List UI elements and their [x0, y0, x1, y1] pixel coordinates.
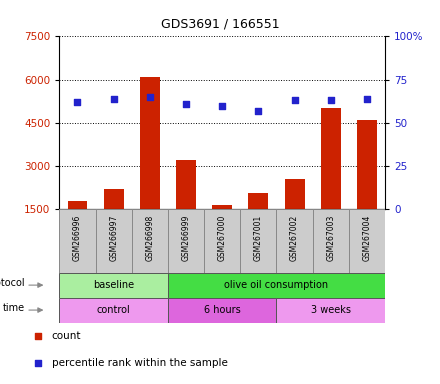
Bar	[212, 205, 232, 209]
Text: 3 weeks: 3 weeks	[311, 305, 351, 315]
Bar	[95, 209, 132, 273]
Bar	[313, 209, 349, 273]
Bar	[59, 273, 168, 298]
Point	[219, 103, 226, 109]
Bar	[168, 298, 276, 323]
Bar	[285, 179, 304, 209]
Bar	[321, 109, 341, 209]
Text: GSM267000: GSM267000	[218, 214, 227, 261]
Bar	[59, 209, 95, 273]
Bar	[276, 209, 313, 273]
Bar	[276, 298, 385, 323]
Point	[183, 101, 190, 107]
Bar	[168, 273, 385, 298]
Bar	[240, 209, 276, 273]
Text: baseline: baseline	[93, 280, 134, 290]
Bar	[349, 209, 385, 273]
Point	[74, 99, 81, 105]
Text: GSM267003: GSM267003	[326, 214, 335, 261]
Text: GDS3691 / 166551: GDS3691 / 166551	[161, 17, 279, 30]
Bar	[176, 161, 196, 209]
Text: GSM267004: GSM267004	[363, 214, 371, 261]
Bar	[168, 209, 204, 273]
Text: GSM266996: GSM266996	[73, 214, 82, 261]
Point	[291, 98, 298, 104]
Bar	[204, 209, 240, 273]
Point	[147, 94, 154, 100]
Bar	[132, 209, 168, 273]
Text: protocol: protocol	[0, 278, 25, 288]
Text: control: control	[97, 305, 131, 315]
Text: GSM267001: GSM267001	[254, 214, 263, 261]
Text: GSM266997: GSM266997	[109, 214, 118, 261]
Bar	[68, 201, 88, 209]
Bar	[357, 120, 377, 209]
Bar	[249, 194, 268, 209]
Bar	[104, 189, 124, 209]
Text: GSM267002: GSM267002	[290, 214, 299, 261]
Point	[110, 96, 117, 102]
Point	[363, 96, 370, 102]
Text: GSM266998: GSM266998	[145, 214, 154, 261]
Point	[34, 333, 41, 339]
Text: GSM266999: GSM266999	[182, 214, 191, 261]
Point	[255, 108, 262, 114]
Text: time: time	[3, 303, 25, 313]
Point	[327, 98, 334, 104]
Text: count: count	[52, 331, 81, 341]
Bar	[59, 298, 168, 323]
Text: olive oil consumption: olive oil consumption	[224, 280, 329, 290]
Text: percentile rank within the sample: percentile rank within the sample	[52, 358, 227, 368]
Text: 6 hours: 6 hours	[204, 305, 241, 315]
Bar	[140, 77, 160, 209]
Point	[34, 360, 41, 366]
